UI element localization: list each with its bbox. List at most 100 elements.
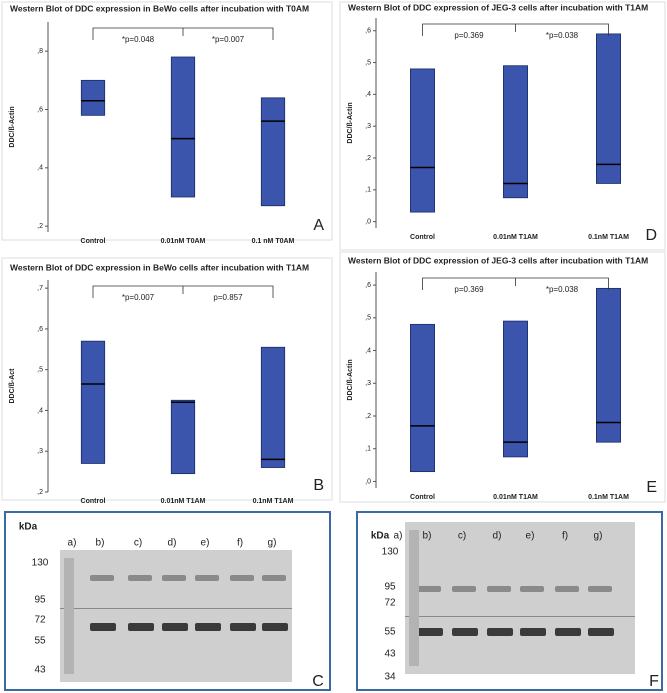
x-tick-label: Control	[410, 494, 435, 501]
panel-frame	[1, 1, 333, 241]
annotation: *p=0.038	[546, 31, 579, 40]
y-tick-label: ,1	[365, 446, 371, 453]
lane-label: a)	[68, 538, 77, 549]
y-axis-label: DDC/ß-Actin	[347, 359, 354, 400]
y-tick-label: ,2	[37, 223, 43, 230]
blot-band	[128, 575, 152, 581]
box	[503, 320, 528, 458]
kda-marker: 34	[384, 672, 396, 683]
bracket	[92, 27, 274, 40]
lane-label: f)	[562, 531, 568, 542]
box	[596, 33, 621, 184]
kda-marker: 95	[34, 595, 46, 606]
blot-band	[128, 623, 154, 631]
lane-label: b)	[96, 538, 105, 549]
blot-band	[520, 628, 546, 636]
y-tick-label: ,7	[37, 285, 43, 292]
lane-label: g)	[594, 531, 603, 542]
y-tick-label: ,6	[365, 282, 371, 289]
box	[170, 56, 196, 198]
bracket	[92, 285, 274, 298]
box	[260, 97, 286, 207]
annotation: *p=0.038	[546, 285, 579, 294]
lane-label: e)	[201, 538, 210, 549]
box	[410, 323, 435, 473]
kda-marker: 130	[32, 558, 49, 569]
blot-band	[162, 623, 188, 631]
box	[170, 399, 196, 475]
bracket	[422, 23, 609, 36]
blot-band	[588, 586, 612, 592]
chart-title: Western Blot of DDC expression in BeWo c…	[10, 262, 309, 272]
x-tick-label: 0.01nM T0AM	[161, 238, 206, 245]
blot-band	[555, 628, 581, 636]
ladder	[409, 530, 419, 666]
chart-title: Western Blot of DDC expression in BeWo c…	[10, 3, 309, 13]
lane-label: c)	[134, 538, 142, 549]
lane-label: f)	[237, 538, 243, 549]
y-tick-label: ,1	[365, 187, 371, 194]
kda-marker: 72	[384, 598, 396, 609]
y-tick-label: ,5	[37, 367, 43, 374]
blot-band	[487, 586, 511, 592]
blot-band	[417, 586, 441, 592]
x-tick-label: 0.01nM T1AM	[493, 234, 538, 241]
box	[596, 287, 621, 443]
panel-label: A	[313, 217, 324, 234]
box	[410, 68, 435, 213]
y-tick-label: ,3	[365, 380, 371, 387]
panel-frame	[339, 1, 666, 251]
blot-band	[588, 628, 614, 636]
kda-marker: 43	[34, 665, 46, 676]
lane-label: a)	[394, 531, 403, 542]
y-tick-label: ,2	[365, 413, 371, 420]
annotation: *p=0.007	[122, 293, 155, 302]
blot-band	[195, 575, 219, 581]
box	[260, 346, 286, 468]
blot-band	[487, 628, 513, 636]
panel-label: B	[313, 477, 324, 494]
blot-band	[520, 586, 544, 592]
y-tick-label: ,0	[365, 218, 371, 225]
blot-band	[452, 586, 476, 592]
blot-band	[262, 575, 286, 581]
blot-band	[195, 623, 221, 631]
panel-label: C	[312, 673, 324, 690]
blot-band	[417, 628, 443, 636]
blot-band	[90, 575, 114, 581]
panel-label: D	[645, 227, 657, 244]
kda-marker: 72	[34, 615, 46, 626]
lane-label: d)	[493, 531, 502, 542]
lane-label: g)	[268, 538, 277, 549]
lane-label: b)	[423, 531, 432, 542]
y-tick-label: ,2	[37, 489, 43, 496]
y-tick-label: ,8	[37, 48, 43, 55]
annotation: *p=0.048	[122, 35, 155, 44]
kda-marker: 95	[384, 582, 396, 593]
y-tick-label: ,4	[37, 407, 43, 414]
kda-marker: 43	[384, 649, 396, 660]
bracket	[422, 277, 609, 290]
chart-title: Western Blot of DDC expression of JEG-3 …	[348, 255, 648, 265]
y-tick-label: ,5	[365, 59, 371, 66]
blot-band	[162, 575, 186, 581]
x-tick-label: 0.1 nM T0AM	[252, 238, 295, 245]
y-tick-label: ,4	[365, 91, 371, 98]
blot-image	[405, 522, 635, 674]
panel-frame	[339, 251, 666, 503]
annotation: p=0.369	[454, 285, 484, 294]
annotation: p=0.857	[213, 293, 243, 302]
panel-frame	[1, 257, 333, 501]
blot-unit: kDa	[371, 531, 390, 542]
panel-label: E	[646, 479, 657, 496]
x-tick-label: 0.01nM T1AM	[493, 494, 538, 501]
box	[80, 340, 106, 464]
y-tick-label: ,6	[365, 28, 371, 35]
x-tick-label: Control	[81, 498, 106, 505]
y-tick-label: ,6	[37, 106, 43, 113]
lane-label: e)	[526, 531, 535, 542]
x-tick-label: Control	[410, 234, 435, 241]
blot-band	[90, 623, 116, 631]
x-tick-label: Control	[81, 238, 106, 245]
